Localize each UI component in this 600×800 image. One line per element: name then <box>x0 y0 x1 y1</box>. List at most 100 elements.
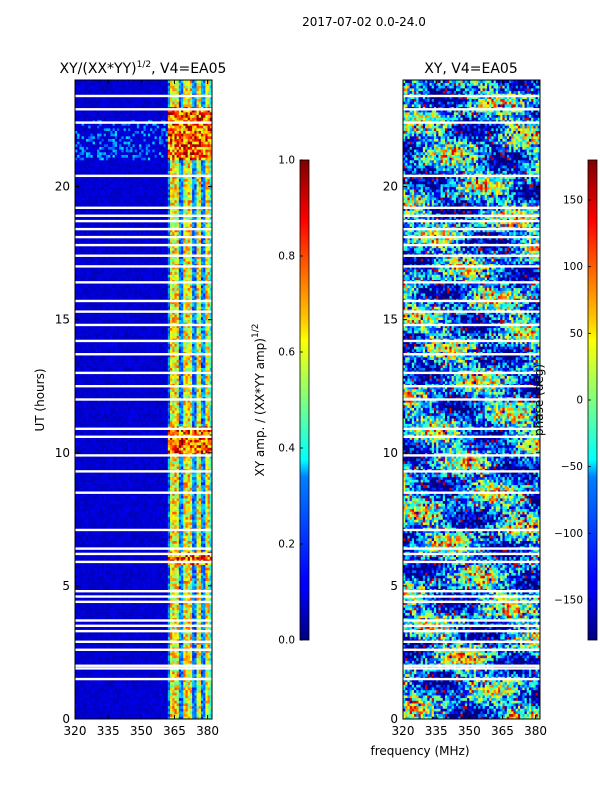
heatmap-cell <box>116 633 120 637</box>
heatmap-cell <box>150 644 153 648</box>
heatmap-cell <box>203 567 206 571</box>
heatmap-cell <box>132 679 136 683</box>
heatmap-cell <box>152 657 155 661</box>
heatmap-cell <box>83 577 87 581</box>
heatmap-cell <box>194 583 197 587</box>
heatmap-cell <box>108 684 111 688</box>
heatmap-cell <box>90 660 94 664</box>
heatmap-cell <box>77 649 80 653</box>
heatmap-cell <box>130 543 133 547</box>
heatmap-cell <box>110 607 113 611</box>
heatmap-cell <box>101 679 105 683</box>
heatmap-cell <box>110 569 113 573</box>
heatmap-cell <box>134 655 138 659</box>
heatmap-cell <box>158 591 162 595</box>
heatmap-cell <box>121 575 125 579</box>
heatmap-cell <box>108 679 111 683</box>
heatmap-cell <box>90 583 94 587</box>
heatmap-cell <box>209 508 212 512</box>
heatmap-cell <box>81 657 85 661</box>
heatmap-cell <box>196 711 200 715</box>
heatmap-cell <box>79 585 83 589</box>
heatmap-cell <box>94 596 98 600</box>
heatmap-cell <box>163 524 166 528</box>
heatmap-cell <box>83 511 87 515</box>
heatmap-cell <box>158 615 162 619</box>
heatmap-cell <box>81 513 85 518</box>
heatmap-cell <box>121 615 125 619</box>
heatmap-cell <box>77 503 80 507</box>
heatmap-cell <box>176 604 180 608</box>
heatmap-cell <box>143 521 147 526</box>
heatmap-cell <box>139 708 142 712</box>
heatmap-cell <box>119 535 122 539</box>
heatmap-cell <box>147 553 151 557</box>
heatmap-cell <box>167 697 171 701</box>
heatmap-cell <box>163 585 166 589</box>
heatmap-cell <box>116 519 120 523</box>
heatmap-cell <box>81 697 85 701</box>
heatmap-cell <box>205 548 208 552</box>
heatmap-cell <box>101 655 105 659</box>
heatmap-cell <box>205 511 208 515</box>
heatmap-cell <box>123 585 127 589</box>
heatmap-cell <box>83 641 87 645</box>
heatmap-cell <box>112 529 116 534</box>
heatmap-cell <box>97 687 100 691</box>
heatmap-cell <box>196 657 200 661</box>
heatmap-cell <box>189 620 193 624</box>
heatmap-cell <box>88 681 91 685</box>
heatmap-cell <box>176 684 180 688</box>
heatmap-cell <box>75 633 78 637</box>
heatmap-cell <box>183 609 186 613</box>
heatmap-cell <box>181 705 184 709</box>
heatmap-cell <box>125 583 129 587</box>
heatmap-cell <box>86 583 89 587</box>
heatmap-cell <box>125 585 129 589</box>
heatmap-cell <box>154 660 158 664</box>
heatmap-cell <box>86 711 89 715</box>
heatmap-cell <box>125 561 129 565</box>
heatmap-cell <box>94 657 98 661</box>
heatmap-cell <box>196 521 200 526</box>
heatmap-cell <box>187 511 191 515</box>
heatmap-cell <box>209 633 212 637</box>
heatmap-cell <box>174 601 178 605</box>
heatmap-cell <box>83 506 87 510</box>
heatmap-cell <box>94 697 98 701</box>
heatmap-cell <box>130 695 133 699</box>
heatmap-cell <box>116 679 120 683</box>
heatmap-cell <box>209 535 212 539</box>
heatmap-cell <box>187 657 191 661</box>
heatmap-cell <box>145 521 149 526</box>
heatmap-cell <box>83 609 87 613</box>
heatmap-cell <box>75 660 78 664</box>
heatmap-cell <box>203 657 206 661</box>
heatmap-cell <box>108 631 111 635</box>
heatmap-cell <box>88 697 91 701</box>
heatmap-cell <box>150 708 153 712</box>
heatmap-cell <box>75 689 78 693</box>
heatmap-cell <box>205 655 208 659</box>
heatmap-cell <box>77 695 80 699</box>
heatmap-cell <box>150 596 153 600</box>
heatmap-cell <box>125 506 129 510</box>
heatmap-cell <box>88 532 91 536</box>
heatmap-cell <box>139 689 142 693</box>
heatmap-cell <box>105 692 109 696</box>
heatmap-cell <box>189 561 193 565</box>
heatmap-cell <box>165 567 169 571</box>
heatmap-cell <box>145 575 149 579</box>
heatmap-cell <box>192 716 195 719</box>
heatmap-cell <box>121 660 125 664</box>
heatmap-cell <box>194 596 197 600</box>
heatmap-cell <box>167 506 171 510</box>
heatmap-cell <box>187 660 191 664</box>
heatmap-cell <box>139 660 142 664</box>
heatmap-cell <box>192 519 195 523</box>
heatmap-cell <box>128 671 131 675</box>
heatmap-cell <box>207 655 211 659</box>
heatmap-cell <box>114 567 118 571</box>
heatmap-cell <box>90 567 94 571</box>
heatmap-cell <box>90 524 94 528</box>
